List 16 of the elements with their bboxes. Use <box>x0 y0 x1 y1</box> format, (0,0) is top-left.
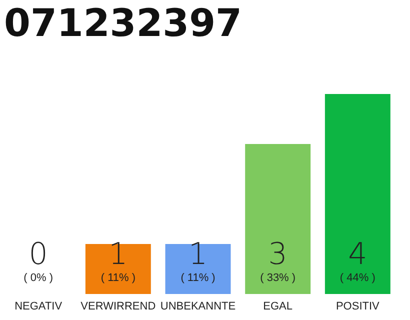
chart-title: 071232397 <box>4 1 242 45</box>
x-tick-label: NEGATIV <box>14 300 63 312</box>
data-label: 3 <box>268 237 288 272</box>
x-tick-label: VERWIRREND <box>80 300 156 312</box>
x-tick-label: EGAL <box>263 300 293 312</box>
annotation: ( 11% ) <box>100 272 136 284</box>
annotation: ( 33% ) <box>260 272 296 284</box>
x-tick-label: UNBEKANNTE <box>160 300 236 312</box>
data-label: 4 <box>348 237 368 272</box>
annotation: ( 0% ) <box>24 272 53 284</box>
data-label: 0 <box>28 237 48 272</box>
annotation: ( 11% ) <box>180 272 216 284</box>
data-label: 1 <box>108 237 128 272</box>
x-tick-label: POSITIV <box>336 300 380 312</box>
annotation: ( 44% ) <box>340 272 376 284</box>
data-label: 1 <box>188 237 208 272</box>
